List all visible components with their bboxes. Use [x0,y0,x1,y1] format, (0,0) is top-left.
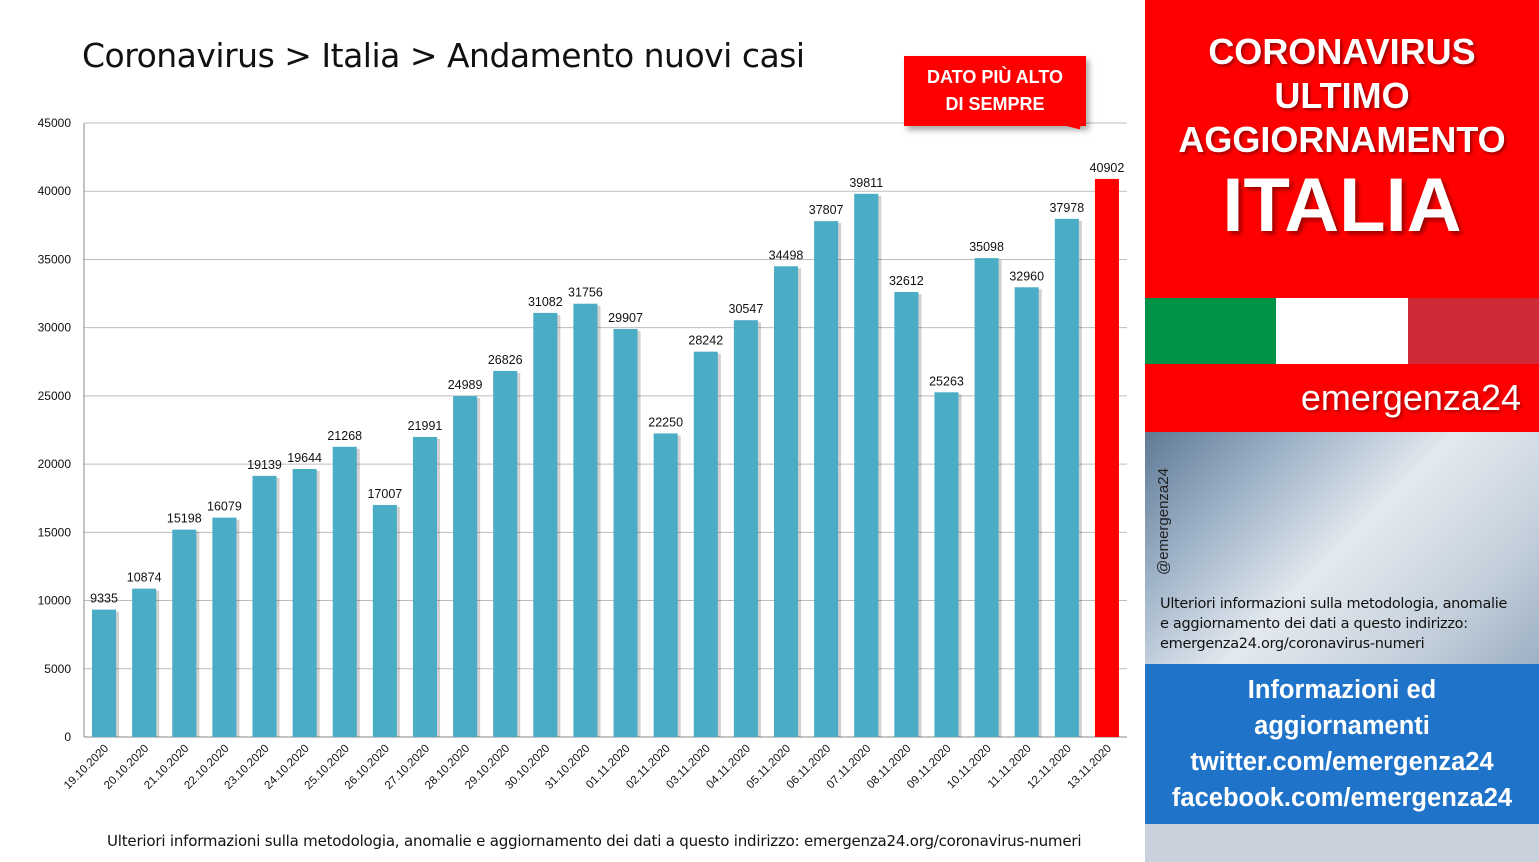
y-tick-label: 30000 [38,321,72,335]
data-label: 26826 [488,353,523,367]
data-label: 39811 [849,176,883,190]
bar [773,266,799,737]
y-tick-label: 5000 [44,662,71,676]
data-label: 24989 [448,378,483,392]
y-tick-label: 45000 [38,116,72,130]
data-label: 21268 [327,429,362,443]
y-tick-label: 10000 [38,594,72,608]
chart-area: Coronavirus > Italia > Andamento nuovi c… [37,36,1127,850]
bar [653,433,678,737]
bar [814,221,839,738]
y-tick-label: 15000 [38,525,72,539]
data-label: 22250 [648,415,683,429]
data-label: 29907 [608,311,643,325]
x-tick-label: 13.11.2020 [1065,743,1114,792]
data-label: 17007 [367,487,402,501]
data-label: 37978 [1049,201,1084,215]
bar [132,588,157,737]
bar [292,468,317,737]
y-tick-label: 35000 [38,252,72,266]
data-label: 25263 [929,374,964,388]
data-label: 30547 [729,302,764,316]
data-label: 10874 [127,571,162,585]
bar [693,351,718,737]
bar [212,517,237,737]
side-bottom-strip [1145,824,1539,862]
data-label: 31082 [528,295,563,309]
callout-line-2: DI SEMPRE [945,94,1045,114]
background-photo [1145,432,1539,664]
y-tick-label: 20000 [38,457,72,471]
bar [613,328,638,737]
facebook-link[interactable]: facebook.com/emergenza24 [1171,784,1513,812]
data-label: 34498 [769,248,804,262]
y-tick-label: 40000 [38,184,72,198]
data-label: 35098 [969,240,1004,254]
twitter-link[interactable]: twitter.com/emergenza24 [1190,748,1494,776]
data-label: 19644 [287,451,322,465]
side-note-line-3: emergenza24.org/coronavirus-numeri [1160,636,1425,652]
side-header: CORONAVIRUS ULTIMO AGGIORNAMENTO ITALIA [1145,0,1539,298]
y-tick-label: 25000 [38,389,72,403]
bar [1054,218,1079,738]
bar [252,475,277,737]
y-tick-label: 0 [64,730,71,744]
social-handle: @emergenza24 [1155,468,1172,576]
data-label: 37807 [809,203,844,217]
info-line-2: aggiornamenti [1254,712,1430,740]
data-label: 15198 [167,512,202,526]
data-label: 32960 [1009,269,1044,283]
bar [733,320,758,737]
data-label: 16079 [207,500,242,514]
data-label: 19139 [247,458,282,472]
header-line-1: CORONAVIRUS [1208,31,1476,72]
bar [453,396,478,737]
bar [493,370,518,737]
bar [894,292,919,737]
bar-chart: 0 5000 10000 15000 20000 25000 30000 35000 40000… [38,116,1127,792]
bar [854,193,879,737]
bar [412,436,438,737]
data-label: 28242 [688,334,723,348]
bar [92,609,117,737]
bar [372,504,397,737]
header-line-3: AGGIORNAMENTO [1178,119,1506,160]
data-label: 9335 [90,592,118,606]
highlight-callout: DATO PIÙ ALTO DI SEMPRE [904,56,1086,126]
bar [533,312,558,737]
flag-red-stripe [1407,298,1539,364]
header-line-2: ULTIMO [1274,75,1410,116]
bar [934,392,959,737]
brand-name: emergenza24 [1145,364,1539,432]
side-note-line-2: e aggiornamento dei dati a questo indiri… [1160,616,1468,632]
bar [172,529,197,737]
data-label: 40902 [1090,161,1125,175]
callout-line-1: DATO PIÙ ALTO [926,67,1063,87]
bar [1014,287,1039,737]
data-label: 21991 [408,419,443,433]
flag-white-stripe [1276,298,1408,364]
info-box: Informazioni ed aggiornamenti twitter.co… [1145,664,1539,824]
bar [573,303,598,737]
chart-footer-note: Ulteriori informazioni sulla metodologia… [107,832,1082,850]
info-line-1: Informazioni ed [1247,676,1437,704]
side-panel: CORONAVIRUS ULTIMO AGGIORNAMENTO ITALIA … [1145,0,1539,862]
bar [974,258,999,737]
side-note: Ulteriori informazioni sulla metodologia… [1160,594,1530,654]
bar [332,446,357,737]
side-note-line-1: Ulteriori informazioni sulla metodologia… [1160,596,1508,612]
chart-title: Coronavirus > Italia > Andamento nuovi c… [82,36,805,75]
data-label: 32612 [889,274,924,288]
header-country: ITALIA [1222,163,1462,248]
flag-green-stripe [1145,298,1277,364]
italian-flag [1145,298,1539,364]
bar [1094,178,1119,738]
data-label: 31756 [568,286,603,300]
